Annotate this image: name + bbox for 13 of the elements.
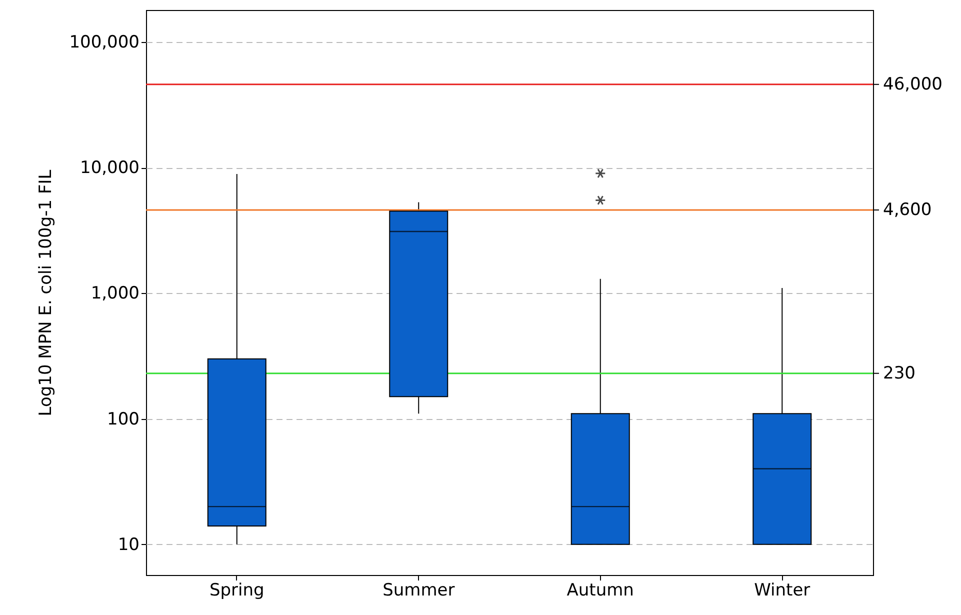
ref-line-label: 46,000 <box>883 74 942 94</box>
y-tick-label: 10,000 <box>80 158 140 178</box>
ref-line-label: 230 <box>883 363 916 384</box>
x-tick-label: Autumn <box>566 580 634 600</box>
y-tick-label: 10 <box>118 534 140 555</box>
y-tick-label: 1,000 <box>90 284 140 304</box>
x-tick-label: Winter <box>754 580 810 600</box>
x-tick-label: Summer <box>382 580 455 600</box>
ref-line-label: 4,600 <box>883 200 932 220</box>
y-axis-title: Log10 MPN E. coli 100g-1 FIL <box>36 169 56 416</box>
x-tick-label: Spring <box>209 580 264 600</box>
y-tick-label: 100,000 <box>69 32 140 53</box>
y-tick-label: 100 <box>107 409 140 430</box>
